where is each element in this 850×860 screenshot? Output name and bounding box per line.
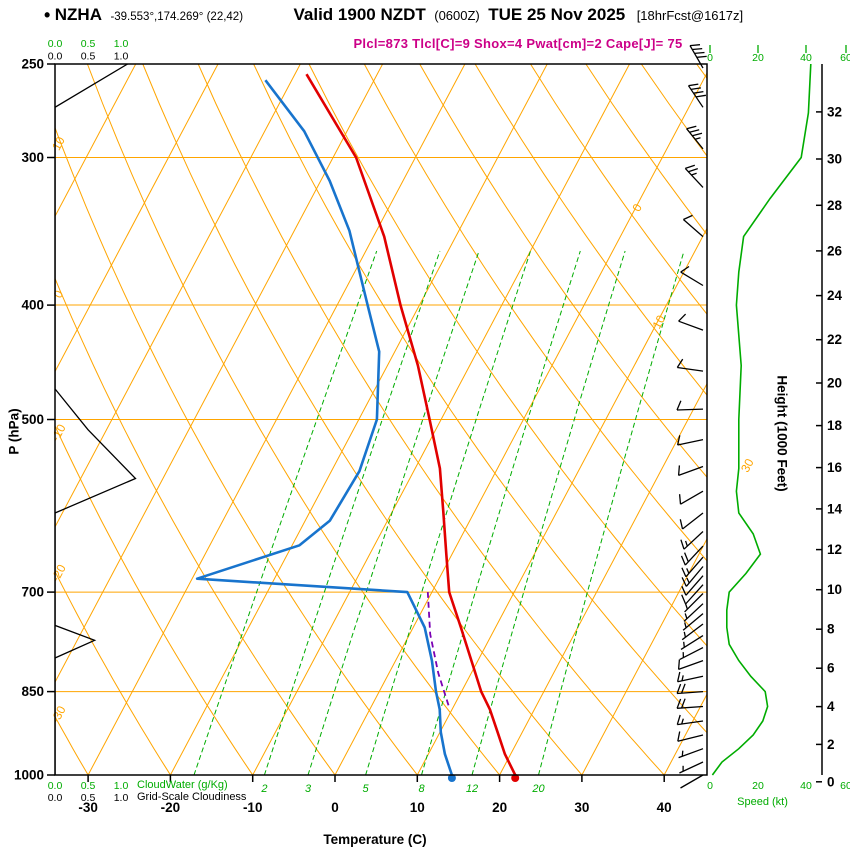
svg-text:0.0: 0.0	[48, 38, 63, 50]
svg-text:1.0: 1.0	[114, 780, 129, 792]
svg-text:850: 850	[21, 684, 44, 699]
svg-text:60: 60	[840, 52, 850, 64]
svg-text:40: 40	[800, 780, 812, 792]
grid-line-labels: 10 0 -10 -20 -30 0 10 30 2 3 5 8 12 20	[48, 134, 757, 795]
svg-text:1000: 1000	[14, 768, 44, 783]
svg-text:32: 32	[827, 104, 842, 119]
dewpoint-curve	[195, 79, 454, 775]
svg-text:-10: -10	[243, 800, 263, 815]
svg-text:-30: -30	[48, 703, 69, 725]
svg-text:0.5: 0.5	[81, 51, 96, 63]
pressure-axis-title: P (hPa)	[6, 408, 22, 455]
svg-text:20: 20	[752, 780, 764, 792]
svg-text:12: 12	[466, 783, 478, 795]
svg-text:0.0: 0.0	[48, 51, 63, 63]
svg-text:-20: -20	[161, 800, 181, 815]
svg-text:1.0: 1.0	[114, 38, 129, 50]
svg-text:30: 30	[827, 152, 842, 167]
station-bullet: •	[44, 5, 51, 25]
speed-axis-title: Speed (kt)	[737, 796, 788, 808]
surface-temperature-marker	[511, 774, 520, 782]
height-axis-title: Height (1000 Feet)	[774, 375, 790, 492]
svg-text:300: 300	[21, 150, 44, 165]
svg-text:-20: -20	[48, 562, 69, 584]
wind-speed-profile	[711, 63, 812, 776]
svg-text:40: 40	[800, 52, 812, 64]
parcel-path	[426, 592, 450, 706]
cloudwater-axis-title: CloudWater (g/Kg)	[137, 779, 228, 791]
forecast-tag: [18hrFcst@1617z]	[636, 8, 744, 23]
temperature-curve	[305, 73, 517, 775]
valid-date: TUE 25 Nov 2025	[488, 5, 626, 24]
svg-text:0.5: 0.5	[81, 780, 96, 792]
svg-text:0: 0	[629, 201, 645, 214]
svg-text:22: 22	[827, 332, 842, 347]
svg-text:10: 10	[49, 134, 68, 153]
station-coords: -39.553°,174.269° (22,42)	[110, 11, 244, 23]
svg-text:700: 700	[21, 585, 44, 600]
svg-text:0: 0	[51, 288, 67, 301]
svg-text:14: 14	[827, 501, 843, 516]
svg-text:-30: -30	[78, 800, 98, 815]
svg-text:250: 250	[21, 57, 44, 72]
svg-text:6: 6	[827, 661, 835, 676]
svg-text:24: 24	[827, 288, 843, 303]
svg-text:1.0: 1.0	[114, 51, 129, 63]
svg-text:8: 8	[827, 622, 835, 637]
title-bar: • NZHA -39.553°,174.269° (22,42) Valid 1…	[44, 5, 846, 26]
svg-text:400: 400	[21, 298, 44, 313]
surface-dewpoint-marker	[447, 774, 456, 782]
svg-text:0.0: 0.0	[48, 792, 63, 804]
parcel-parameters: Plcl=873 Tlcl[C]=9 Shox=4 Pwat[cm]=2 Cap…	[353, 36, 683, 51]
svg-text:20: 20	[827, 376, 842, 391]
svg-text:60: 60	[840, 780, 850, 792]
svg-text:30: 30	[574, 800, 589, 815]
svg-text:10: 10	[827, 582, 842, 597]
cloudiness-profile	[55, 64, 137, 775]
svg-text:5: 5	[363, 783, 370, 795]
svg-text:0: 0	[707, 780, 713, 792]
svg-text:0: 0	[827, 774, 835, 789]
svg-text:20: 20	[492, 800, 507, 815]
svg-text:28: 28	[827, 198, 843, 213]
svg-text:10: 10	[410, 800, 425, 815]
svg-text:18: 18	[827, 418, 843, 433]
svg-text:0.5: 0.5	[81, 792, 96, 804]
svg-text:30: 30	[738, 456, 757, 475]
svg-text:0.0: 0.0	[48, 780, 63, 792]
svg-text:-10: -10	[48, 422, 69, 444]
valid-time: Valid 1900 NZDT	[293, 5, 426, 24]
svg-text:40: 40	[657, 800, 672, 815]
svg-text:12: 12	[827, 542, 842, 557]
svg-text:0: 0	[707, 52, 713, 64]
svg-text:1.0: 1.0	[114, 792, 129, 804]
svg-text:2: 2	[827, 737, 835, 752]
svg-text:16: 16	[827, 460, 843, 475]
svg-text:20: 20	[531, 783, 545, 795]
svg-text:2: 2	[260, 783, 267, 795]
svg-text:0: 0	[331, 800, 339, 815]
temperature-axis-title: Temperature (C)	[323, 832, 427, 847]
svg-text:0.5: 0.5	[81, 38, 96, 50]
wind-barbs	[676, 44, 707, 789]
skewt-gridlines	[55, 64, 707, 775]
svg-text:8: 8	[418, 783, 425, 795]
svg-text:500: 500	[21, 412, 44, 427]
valid-utc: (0600Z)	[434, 8, 480, 23]
svg-text:3: 3	[305, 783, 312, 795]
svg-text:4: 4	[827, 699, 835, 714]
svg-text:20: 20	[752, 52, 764, 64]
cloudiness-axis-title: Grid-Scale Cloudiness	[137, 791, 247, 803]
station-id: NZHA	[54, 5, 102, 24]
svg-text:10: 10	[650, 313, 669, 332]
svg-text:26: 26	[827, 243, 843, 258]
